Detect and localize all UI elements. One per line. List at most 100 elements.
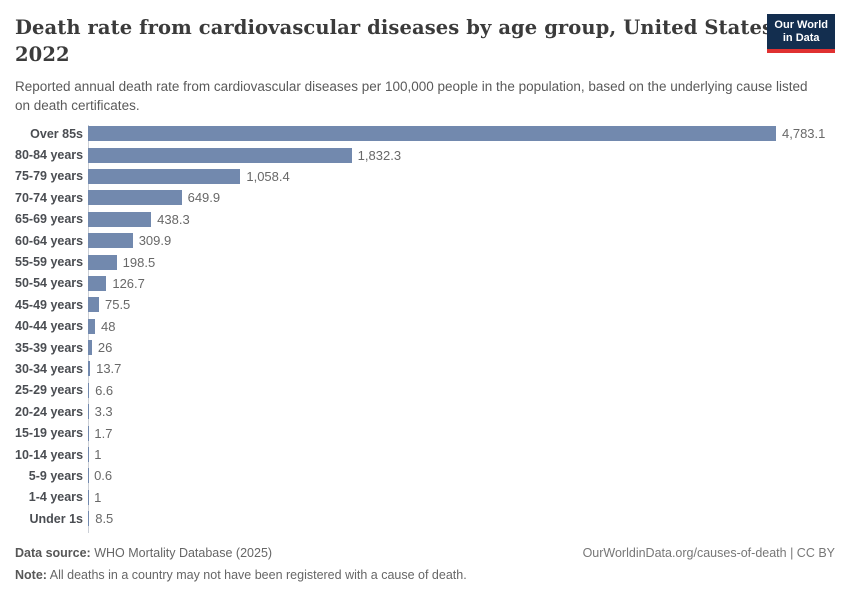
bar-track: 13.7 xyxy=(88,361,835,377)
value-label: 75.5 xyxy=(104,297,131,313)
chart-row: 30-34 years 13.7 xyxy=(15,358,835,379)
value-label: 649.9 xyxy=(187,190,221,206)
category-label: 5-9 years xyxy=(28,468,83,483)
data-source: Data source: WHO Mortality Database (202… xyxy=(15,545,272,561)
value-label: 438.3 xyxy=(157,211,190,227)
bar-track: 438.3 xyxy=(88,211,835,227)
category-label: 25-29 years xyxy=(15,383,84,398)
category-label: Over 85s xyxy=(30,126,83,141)
chart-row: 75-79 years 1,058.4 xyxy=(15,166,835,187)
bar[interactable] xyxy=(88,382,90,398)
bar-track: 1,832.3 xyxy=(88,147,835,163)
value-label: 309.9 xyxy=(138,233,172,249)
value-label: 126.7 xyxy=(112,275,145,291)
category-label: 40-44 years xyxy=(15,319,84,334)
bar-track: 4,783.1 xyxy=(88,126,835,142)
bar[interactable] xyxy=(88,361,91,377)
chart-row: 40-44 years 48 xyxy=(15,316,835,337)
chart-row: 55-59 years 198.5 xyxy=(15,251,835,272)
chart-row: 10-14 years 1 xyxy=(15,444,835,465)
chart-row: 20-24 years 3.3 xyxy=(15,401,835,422)
value-label: 1,832.3 xyxy=(357,147,402,163)
chart-row: 25-29 years 6.6 xyxy=(15,380,835,401)
data-source-text: WHO Mortality Database (2025) xyxy=(94,546,273,560)
bar[interactable] xyxy=(88,211,152,227)
bar-track: 3.3 xyxy=(88,404,835,420)
chart-subtitle: Reported annual death rate from cardiova… xyxy=(15,79,808,113)
bar-track: 1 xyxy=(88,447,835,463)
bar[interactable] xyxy=(88,233,133,249)
note-text: All deaths in a country may not have bee… xyxy=(49,568,467,582)
bar-track: 1,058.4 xyxy=(88,168,835,184)
chart-row: 1-4 years 1 xyxy=(15,487,835,508)
category-label: 55-59 years xyxy=(15,255,84,270)
owid-logo[interactable]: Our World in Data xyxy=(767,14,835,53)
chart-row: Over 85s 4,783.1 xyxy=(15,123,835,144)
value-label: 1 xyxy=(94,447,102,463)
value-label: 26 xyxy=(97,340,113,356)
bar[interactable] xyxy=(88,318,96,334)
category-label: 30-34 years xyxy=(15,361,84,376)
chart-row: 65-69 years 438.3 xyxy=(15,209,835,230)
chart-row: 80-84 years 1,832.3 xyxy=(15,144,835,165)
value-label: 3.3 xyxy=(94,404,113,420)
chart-row: Under 1s 8.5 xyxy=(15,508,835,529)
page-title-line2: 2022 xyxy=(15,43,70,66)
page-title-line1: Death rate from cardiovascular diseases … xyxy=(15,16,780,39)
owid-logo-line1: Our World xyxy=(774,19,828,31)
credit-link[interactable]: OurWorldinData.org/causes-of-death | CC … xyxy=(582,546,835,560)
page-title: Death rate from cardiovascular diseases … xyxy=(15,14,835,68)
bar[interactable] xyxy=(88,340,92,356)
bar[interactable] xyxy=(88,275,107,291)
bar-track: 309.9 xyxy=(88,233,835,249)
bar[interactable] xyxy=(88,168,241,184)
chart-rows: Over 85s 4,783.1 80-84 years 1,832.3 75-79 y… xyxy=(15,123,835,529)
value-label: 198.5 xyxy=(122,254,156,270)
owid-logo-line2: in Data xyxy=(782,32,820,44)
bar-track: 0.6 xyxy=(88,468,835,484)
category-label: 70-74 years xyxy=(15,190,84,205)
bar-track: 48 xyxy=(88,318,835,334)
bar[interactable] xyxy=(88,511,90,527)
bar-chart: Over 85s 4,783.1 80-84 years 1,832.3 75-79 y… xyxy=(15,123,835,533)
category-label: 20-24 years xyxy=(15,404,84,419)
value-label: 48 xyxy=(101,318,116,334)
value-label: 1.7 xyxy=(94,425,113,441)
bar-track: 649.9 xyxy=(88,190,835,206)
chart-row: 35-39 years 26 xyxy=(15,337,835,358)
bar-track: 26 xyxy=(88,340,835,356)
bar-track: 1.7 xyxy=(88,425,835,441)
chart-row: 5-9 years 0.6 xyxy=(15,465,835,486)
bar-track: 8.5 xyxy=(88,511,835,527)
category-label: Under 1s xyxy=(29,511,84,526)
category-label: 35-39 years xyxy=(15,340,84,355)
chart-row: 70-74 years 649.9 xyxy=(15,187,835,208)
category-label: 50-54 years xyxy=(15,276,84,291)
note: Note: All deaths in a country may not ha… xyxy=(15,567,835,583)
note-label: Note: xyxy=(15,568,47,582)
data-source-label: Data source: xyxy=(15,546,91,560)
chart-row: 45-49 years 75.5 xyxy=(15,294,835,315)
value-label: 6.6 xyxy=(95,382,114,398)
value-label: 1,058.4 xyxy=(246,168,290,184)
bar[interactable] xyxy=(88,297,99,313)
category-label: 75-79 years xyxy=(15,169,84,184)
value-label: 13.7 xyxy=(96,361,122,377)
category-label: 1-4 years xyxy=(28,490,83,505)
bar[interactable] xyxy=(88,126,776,142)
bar-track: 1 xyxy=(88,489,835,505)
bar-track: 126.7 xyxy=(88,275,835,291)
bar[interactable] xyxy=(88,254,117,270)
category-label: 65-69 years xyxy=(15,212,84,227)
category-label: 60-64 years xyxy=(15,233,84,248)
bar-track: 75.5 xyxy=(88,297,835,313)
bar-track: 6.6 xyxy=(88,382,835,398)
bar-track: 198.5 xyxy=(88,254,835,270)
category-label: 80-84 years xyxy=(15,148,84,163)
value-label: 4,783.1 xyxy=(782,126,826,142)
value-label: 0.6 xyxy=(94,468,113,484)
chart-header: Death rate from cardiovascular diseases … xyxy=(15,14,835,115)
bar[interactable] xyxy=(88,190,182,206)
bar[interactable] xyxy=(88,147,352,163)
